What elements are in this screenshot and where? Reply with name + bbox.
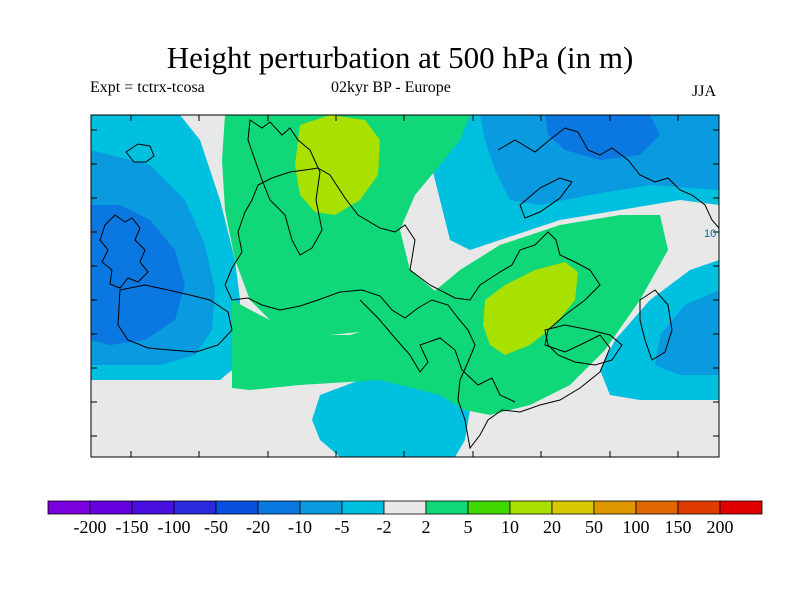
- coastline-black-sea: [544, 324, 623, 366]
- colorbar-tick-label: 10: [501, 517, 519, 537]
- colorbar-swatch: [383, 500, 427, 515]
- colorbar-tick-label: 2: [422, 517, 431, 537]
- colorbar-tick-label: 20: [543, 517, 561, 537]
- colorbar-swatch: [467, 500, 511, 515]
- field-pos-north: [222, 115, 470, 335]
- colorbar-tick-label: 50: [585, 517, 603, 537]
- map-ticks: [91, 115, 719, 457]
- experiment-label: Expt = tctrx-tcosa: [90, 79, 205, 96]
- colorbar-tick-label: -5: [335, 517, 350, 537]
- colorbar-swatch: [425, 500, 469, 515]
- coastline-scandinavia: [247, 119, 323, 256]
- colorbar-tick-label: 100: [623, 517, 650, 537]
- colorbar-tick-label: -200: [74, 517, 107, 537]
- period-label: 02kyr BP - Europe: [331, 79, 451, 96]
- field-neg-west-core: [91, 205, 185, 345]
- colorbar-tick-label: -20: [246, 517, 270, 537]
- colorbar-swatch: [89, 500, 133, 515]
- field-pos-east-core: [483, 262, 578, 355]
- colorbar-tick-label: -2: [377, 517, 392, 537]
- coastline-british-isles: [99, 214, 149, 289]
- colorbar-swatch: [215, 500, 259, 515]
- chart-title: Height perturbation at 500 hPa (in m): [166, 40, 634, 75]
- colorbar-swatch: [299, 500, 343, 515]
- colorbar-tick-label: -10: [288, 517, 312, 537]
- colorbar-tick-label: -150: [116, 517, 149, 537]
- field-neg-south: [312, 380, 470, 457]
- colorbar-swatch: [593, 500, 637, 515]
- field-neg-northeast-mid: [480, 115, 719, 205]
- colorbar-swatch: [341, 500, 385, 515]
- colorbar-swatch: [257, 500, 301, 515]
- field-neg-northeast-core: [545, 115, 660, 160]
- colorbar-swatch: [719, 500, 763, 515]
- colorbar-swatch: [677, 500, 721, 515]
- colorbar-swatch: [551, 500, 595, 515]
- coastline-continent: [224, 167, 611, 450]
- coastline-novaya-zemlya: [519, 177, 573, 219]
- colorbar-swatch: [131, 500, 175, 515]
- colorbar-swatch: [509, 500, 553, 515]
- colorbar-tick-label: 5: [464, 517, 473, 537]
- field-neg-east-mid: [655, 290, 719, 375]
- coastlines: [99, 119, 719, 450]
- colorbar-tick-label: -100: [158, 517, 191, 537]
- coastline-russia-north: [497, 127, 719, 229]
- map-frame: [90, 114, 720, 458]
- contour-label: 10: [704, 228, 716, 240]
- season-label: JJA: [692, 83, 717, 100]
- coastline-iceland: [125, 143, 155, 163]
- field-pos-north-core: [295, 115, 380, 215]
- colorbar-swatch: [47, 500, 91, 515]
- coastline-italy-balkans: [359, 299, 516, 403]
- colorbar-tick-label: -50: [204, 517, 228, 537]
- coastline-caspian: [639, 289, 673, 361]
- colorbar-tick-label: 200: [707, 517, 734, 537]
- colorbar-swatch: [173, 500, 217, 515]
- coastline-iberia: [117, 284, 233, 353]
- colorbar-tick-label: 150: [665, 517, 692, 537]
- colorbar-swatch: [635, 500, 679, 515]
